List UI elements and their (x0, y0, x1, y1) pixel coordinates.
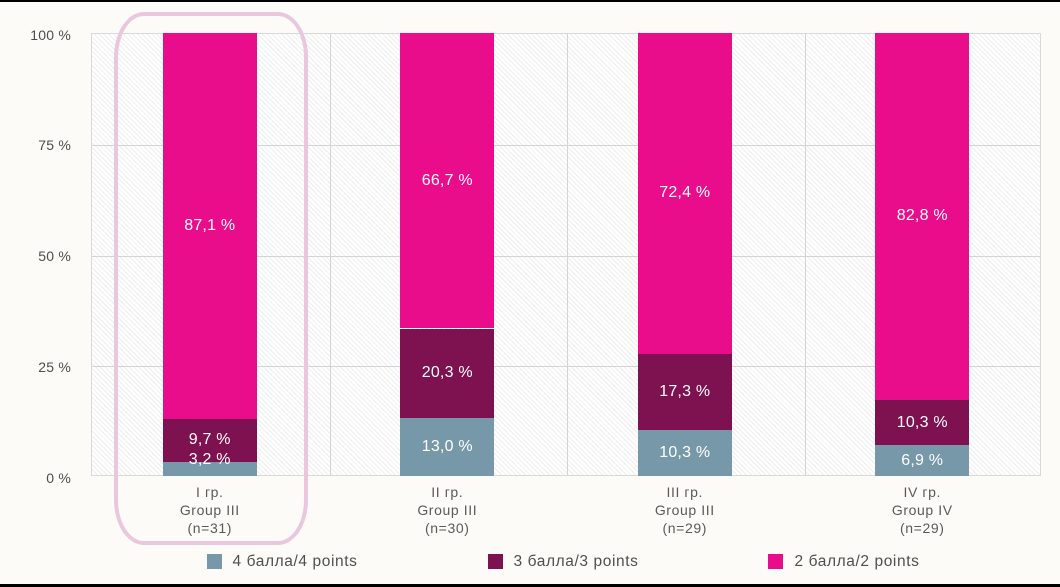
gridline-vertical (329, 34, 331, 475)
top-edge-bar (0, 0, 1060, 2)
y-tick-label: 0 % (46, 469, 71, 486)
x-category-label: I гр. Group III (n=31) (91, 483, 329, 537)
bar-segment (875, 33, 970, 400)
bar-segment (400, 33, 495, 329)
gridline-horizontal (92, 255, 1040, 257)
x-category-label-line: (n=29) (662, 520, 707, 536)
y-tick-label: 100 % (30, 26, 71, 43)
y-tick-label: 25 % (38, 358, 71, 375)
x-category-label: III гр. Group III (n=29) (566, 483, 804, 537)
x-category-label-line: (n=29) (900, 520, 945, 536)
bar-segment (875, 445, 970, 476)
gridline-horizontal (92, 144, 1040, 146)
stacked-bar (400, 33, 495, 476)
legend-swatch (206, 554, 222, 569)
stacked-bar (162, 33, 257, 476)
legend-label: 3 балла/3 points (513, 552, 639, 570)
x-category-label-line: Group III (654, 502, 715, 518)
legend-item: 4 балла/4 points (206, 552, 358, 571)
legend-label: 2 балла/2 points (794, 552, 920, 570)
x-category-label: II гр. Group III (n=30) (328, 483, 566, 537)
legend-label: 4 балла/4 points (232, 552, 358, 570)
bottom-edge-bar (0, 584, 1060, 587)
legend-swatch (487, 554, 503, 569)
legend-item: 2 балла/2 points (768, 553, 919, 571)
bar-segment (637, 430, 732, 476)
bar-segment (637, 33, 732, 354)
y-tick-label: 50 % (38, 248, 71, 264)
gridline-horizontal (92, 366, 1040, 368)
x-category-label-line: IV гр. (903, 484, 941, 500)
stacked-bar (875, 33, 970, 476)
bar-segment (162, 33, 257, 419)
legend-item: 3 балла/3 points (487, 552, 639, 571)
bar-segment (400, 328, 495, 419)
bar-segment (637, 353, 732, 431)
bar-segment (400, 418, 495, 476)
bar-segment (162, 461, 257, 476)
x-category-label-line: I гр. (195, 484, 224, 500)
legend: 4 балла/4 points 3 балла/3 points 2 балла/… (93, 553, 1033, 570)
gridline-vertical (804, 34, 806, 475)
x-category-label-line: (n=31) (187, 520, 232, 536)
bar-segment (875, 399, 970, 446)
stacked-bar (637, 33, 732, 476)
legend-swatch (768, 554, 784, 569)
x-category-label-line: II гр. (431, 484, 464, 500)
x-category-label-line: Group III (417, 502, 478, 518)
x-category-label-line: III гр. (666, 484, 704, 500)
x-category-label-line: (n=30) (425, 520, 470, 536)
bar-segment (162, 418, 257, 462)
x-category-label: IV гр. Group IV (n=29) (803, 483, 1041, 537)
gridline-vertical (567, 34, 568, 475)
x-category-label-line: Group III (179, 502, 240, 518)
x-category-label-line: Group IV (891, 502, 953, 518)
y-tick-label: 75 % (38, 137, 71, 154)
